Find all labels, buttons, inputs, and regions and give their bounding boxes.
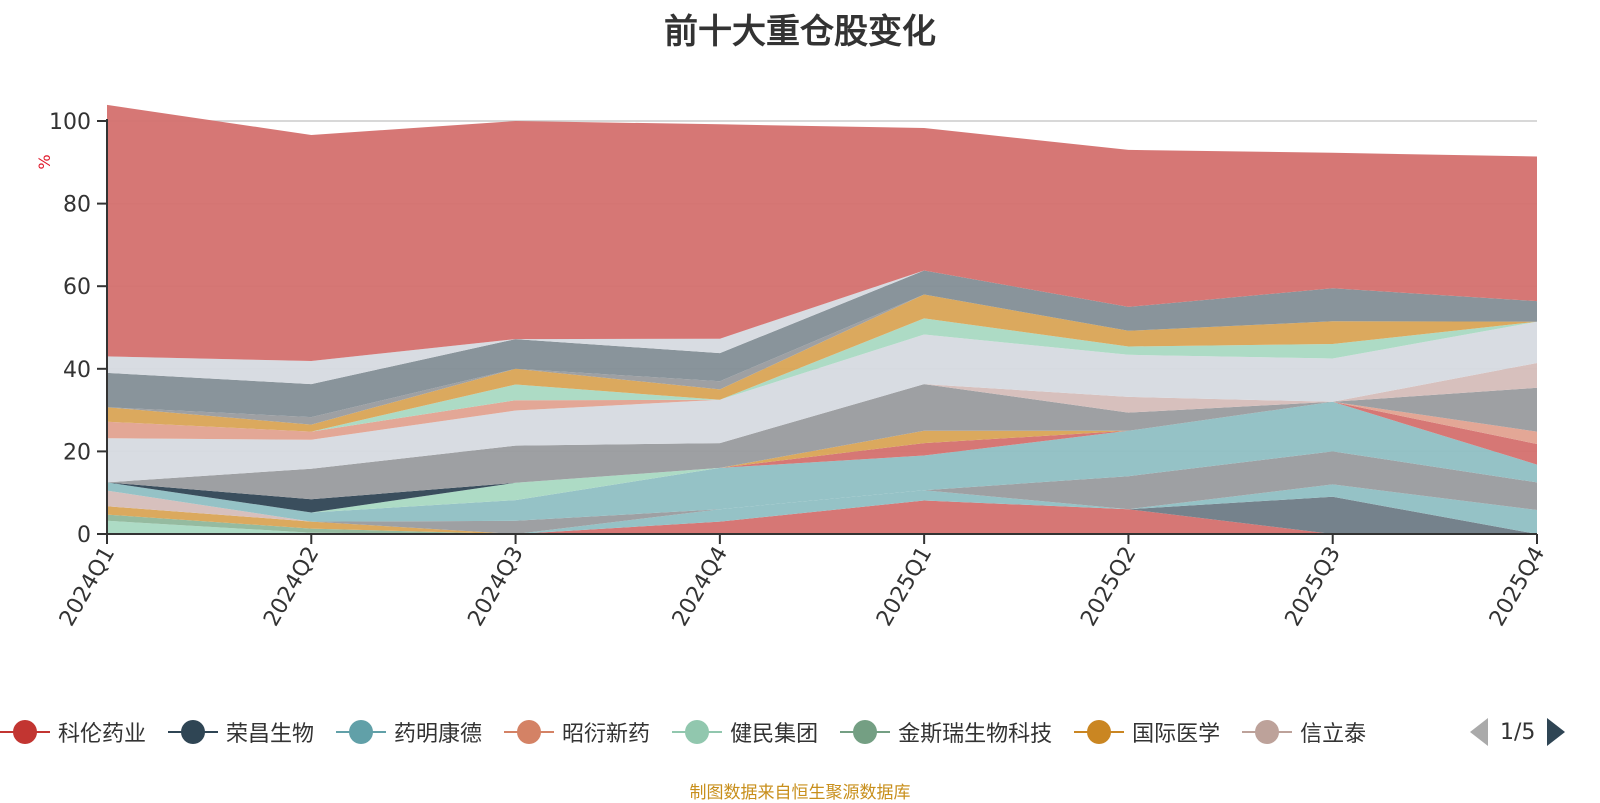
y-tick-label-5: 100 bbox=[49, 110, 91, 135]
legend-marker-icon bbox=[168, 719, 219, 745]
area-series-10 bbox=[107, 401, 1537, 513]
x-tick-label-6: 2025Q3 bbox=[1281, 543, 1346, 631]
x-tick-label-7: 2025Q4 bbox=[1485, 543, 1550, 631]
area-series-7 bbox=[107, 451, 1537, 522]
legend-item-4[interactable]: 健民集团 bbox=[672, 712, 818, 752]
legend-label: 信立泰 bbox=[1300, 722, 1367, 747]
y-tick-label-1: 20 bbox=[63, 440, 91, 465]
legend-marker-icon bbox=[336, 719, 387, 745]
area-series-21 bbox=[107, 294, 1537, 432]
y-tick-label-2: 40 bbox=[63, 358, 91, 383]
area-series-19 bbox=[107, 321, 1537, 440]
area-series-18 bbox=[107, 321, 1537, 483]
legend: 科伦药业 荣昌生物 药明康德 昭衍新药 健民集团 金斯瑞生物科技 国际医学 信立泰 bbox=[0, 712, 1600, 752]
legend-marker-icon bbox=[1074, 719, 1125, 745]
legend-marker-icon bbox=[1242, 719, 1293, 745]
area-series-25 bbox=[107, 104, 1537, 362]
x-tick-label-1: 2024Q2 bbox=[259, 543, 324, 631]
area-series-4 bbox=[107, 484, 1537, 534]
legend-item-2[interactable]: 药明康德 bbox=[336, 712, 482, 752]
legend-label: 国际医学 bbox=[1132, 722, 1221, 747]
legend-item-0[interactable]: 科伦药业 bbox=[0, 712, 146, 752]
area-series-13 bbox=[107, 401, 1537, 513]
area-series-24 bbox=[107, 270, 1537, 385]
area-series-layer bbox=[107, 104, 1537, 534]
legend-item-7[interactable]: 信立泰 bbox=[1242, 712, 1366, 752]
area-series-0 bbox=[107, 520, 1537, 534]
area-series-15 bbox=[107, 384, 1537, 500]
pager-text: 1/5 bbox=[1500, 719, 1536, 745]
legend-label: 昭衍新药 bbox=[562, 722, 651, 747]
legend-marker-icon bbox=[840, 719, 891, 745]
y-tick-label-4: 80 bbox=[63, 193, 91, 218]
legend-marker-icon bbox=[504, 719, 555, 745]
legend-pager: 1/5 bbox=[1470, 712, 1600, 752]
legend-label: 药明康德 bbox=[394, 722, 483, 747]
legend-label: 金斯瑞生物科技 bbox=[898, 722, 1053, 747]
legend-item-5[interactable]: 金斯瑞生物科技 bbox=[840, 712, 1052, 752]
pager-next-icon[interactable] bbox=[1547, 718, 1566, 746]
x-tick-label-0: 2024Q1 bbox=[55, 543, 120, 631]
legend-item-3[interactable]: 昭衍新药 bbox=[504, 712, 650, 752]
x-tick-label-4: 2025Q1 bbox=[872, 543, 937, 631]
area-series-6 bbox=[107, 451, 1537, 534]
data-source-note: 制图数据来自恒生聚源数据库 bbox=[689, 783, 911, 803]
y-tick-label-0: 0 bbox=[77, 523, 91, 548]
x-tick-label-2: 2024Q3 bbox=[463, 543, 528, 631]
pager-prev-icon[interactable] bbox=[1470, 718, 1488, 746]
x-tick-label-3: 2024Q4 bbox=[668, 543, 733, 631]
area-series-11 bbox=[107, 401, 1537, 513]
area-series-23 bbox=[107, 270, 1537, 418]
chart-title: 前十大重仓股变化 bbox=[664, 12, 936, 52]
legend-label: 健民集团 bbox=[730, 722, 819, 747]
area-series-20 bbox=[107, 318, 1537, 432]
y-axis-label: % bbox=[35, 154, 54, 169]
area-series-2 bbox=[107, 500, 1537, 534]
stacked-area-chart: 0 20 40 60 80 100 2024Q1 2024Q2 2024Q3 2024Q4 2025… bbox=[35, 104, 1550, 631]
legend-label: 荣昌生物 bbox=[226, 722, 315, 747]
area-series-8 bbox=[107, 401, 1537, 522]
y-tick-label-3: 60 bbox=[63, 275, 91, 300]
x-tick-label-5: 2025Q2 bbox=[1076, 543, 1141, 631]
area-series-16 bbox=[107, 384, 1537, 483]
legend-item-1[interactable]: 荣昌生物 bbox=[168, 712, 314, 752]
area-series-14 bbox=[107, 387, 1537, 500]
legend-item-6[interactable]: 国际医学 bbox=[1074, 712, 1220, 752]
legend-marker-icon bbox=[0, 719, 50, 745]
legend-marker-icon bbox=[672, 719, 723, 745]
legend-label: 科伦药业 bbox=[58, 722, 147, 747]
area-series-3 bbox=[107, 496, 1537, 534]
